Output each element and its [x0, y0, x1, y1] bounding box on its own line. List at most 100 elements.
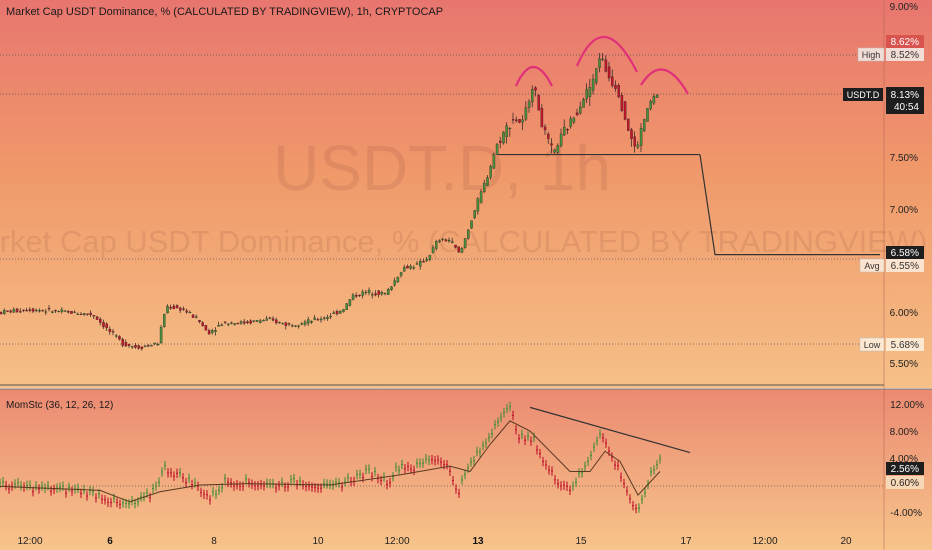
candle-body: [537, 95, 540, 111]
candle-body: [396, 276, 400, 283]
candle-body: [236, 323, 240, 325]
time-tick: 12:00: [752, 536, 777, 547]
candle-body: [543, 126, 547, 131]
oscillator-axis[interactable]: 12.00% 8.00% 4.00% -4.00%: [890, 400, 924, 519]
candle-body: [415, 263, 419, 265]
candle-body: [409, 265, 412, 269]
candle-body: [47, 308, 51, 310]
candle-body: [527, 101, 531, 108]
osc-value-2: 0.60%: [891, 478, 919, 489]
candle-body: [614, 84, 617, 89]
avg-badge-label: Avg: [864, 261, 879, 271]
candle-body: [550, 143, 553, 146]
candle-body: [444, 239, 448, 242]
candle-body: [639, 128, 643, 146]
time-axis[interactable]: 12:00 6 8 10 12:00 13 15 17 12:00 20: [17, 536, 852, 547]
candle-body: [131, 346, 134, 348]
candle-body: [79, 313, 83, 316]
time-tick: 17: [680, 536, 692, 547]
candle-body: [489, 165, 492, 178]
oscillator-signal-line: [0, 420, 661, 503]
current-price-value: 8.13%: [891, 90, 919, 101]
indicator-label: MomStc (36, 12, 26, 12): [6, 400, 113, 411]
candle-body: [393, 280, 396, 286]
osc-tick: -4.00%: [890, 508, 922, 519]
candle-body: [63, 310, 67, 312]
candle-body: [646, 108, 649, 122]
candle-body: [531, 89, 534, 103]
candle-body: [598, 58, 601, 68]
candle-body: [297, 325, 300, 327]
candle-body: [627, 118, 630, 131]
price-axis[interactable]: 9.00% 7.50% 7.00% 6.00% 5.50%: [890, 2, 918, 370]
candle-body: [579, 106, 582, 114]
candle-body: [575, 112, 579, 116]
candle-body: [172, 305, 176, 309]
candle-body: [121, 338, 124, 346]
time-tick: 20: [840, 536, 852, 547]
candle-body: [259, 320, 262, 323]
candle-body: [556, 145, 560, 153]
oscillator-trendline[interactable]: [529, 406, 691, 454]
candle-body: [95, 316, 99, 320]
main-pane-background: [0, 0, 932, 388]
candle-body: [108, 328, 112, 332]
candle-body: [188, 311, 192, 314]
price-tick: 9.00%: [890, 2, 918, 13]
candle-body: [399, 272, 403, 276]
candle-body: [633, 136, 636, 147]
candle-body: [620, 95, 624, 111]
candle-body: [339, 310, 342, 314]
candle-body: [143, 345, 147, 348]
candle-body: [220, 324, 224, 326]
candle-body: [83, 313, 86, 316]
price-tick: 6.00%: [890, 308, 918, 319]
head-arc[interactable]: [575, 35, 638, 73]
right-shoulder-arc[interactable]: [640, 68, 689, 95]
candle-body: [553, 149, 556, 153]
candle-body: [201, 322, 204, 327]
candle-body: [169, 306, 172, 309]
candle-body: [284, 322, 288, 326]
candle-body: [214, 330, 217, 332]
candle-body: [604, 59, 608, 72]
oscillator-pane-background: [0, 389, 932, 550]
candle-body: [319, 318, 323, 321]
candle-body: [367, 289, 371, 293]
candle-body: [275, 319, 278, 324]
candle-body: [185, 310, 188, 313]
candle-body: [233, 323, 236, 326]
candle-body: [617, 85, 620, 98]
left-shoulder-arc[interactable]: [514, 66, 553, 87]
candle-body: [374, 293, 377, 296]
candle-body: [588, 87, 592, 98]
candle-body: [390, 286, 393, 291]
candle-body: [652, 96, 656, 104]
candle-body: [383, 292, 387, 294]
candle-body: [271, 318, 275, 321]
candle-body: [227, 323, 230, 326]
candle-body: [607, 66, 611, 79]
time-tick: 13: [472, 536, 484, 547]
candle-body: [31, 308, 35, 312]
price-tick: 5.50%: [890, 359, 918, 370]
candle-body: [243, 321, 246, 324]
candle-body: [355, 295, 358, 297]
candle-body: [0, 311, 3, 314]
target-projection-line[interactable]: [699, 154, 880, 256]
candle-body: [463, 238, 467, 248]
candle-body: [115, 335, 118, 337]
osc-tick: 12.00%: [890, 400, 924, 411]
candle-body: [358, 294, 361, 296]
candle-body: [479, 191, 483, 204]
candle-body: [41, 310, 44, 312]
candle-body: [153, 342, 156, 345]
candle-body: [403, 267, 406, 272]
candle-body: [300, 323, 304, 325]
low-badge-label: Low: [864, 340, 881, 350]
candle-body: [268, 317, 272, 319]
avg-badge-value: 6.55%: [891, 261, 919, 272]
candle-body: [505, 125, 508, 137]
candle-body: [467, 229, 470, 239]
